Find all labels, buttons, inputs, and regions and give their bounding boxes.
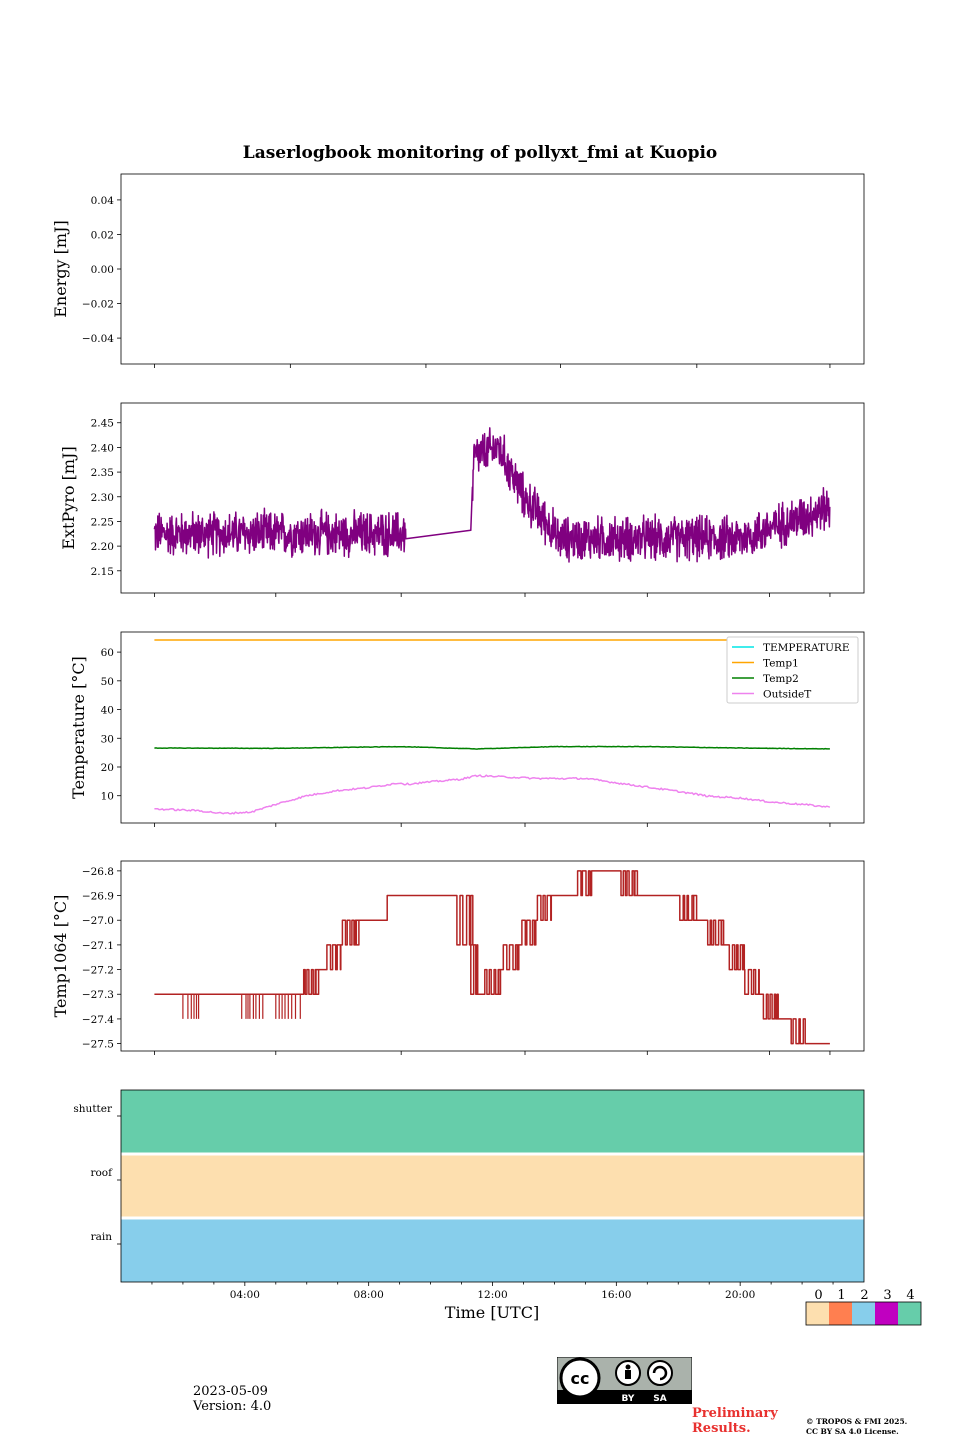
temperature-plot-area (154, 639, 831, 815)
status-row-roof (121, 1155, 864, 1217)
temperature-legend: TEMPERATURE Temp1 Temp2 OutsideT (726, 636, 859, 704)
colorbar-label-4: 4 (906, 1288, 914, 1303)
status-row-shutter (121, 1090, 864, 1153)
figure-title: Laserlogbook monitoring of pollyxt_fmi a… (243, 143, 718, 163)
copyright-line-1: © TROPOS & FMI 2025. (806, 1417, 908, 1426)
temp1064-ytick-label: −27.0 (82, 915, 114, 927)
extpyro-series-extpyro (153, 427, 831, 563)
preliminary-line-2: Results. (692, 1421, 751, 1436)
temperature-ytick-label: 40 (101, 705, 114, 717)
temp1064-ytick-label: −27.1 (82, 940, 114, 952)
energy-ylabel: Energy [mJ] (51, 220, 70, 318)
footer-date: 2023-05-09 (193, 1384, 268, 1399)
extpyro-plot-area (153, 427, 831, 563)
x-tick-label: 20:00 (725, 1289, 755, 1301)
extpyro-ytick-label: 2.25 (91, 516, 114, 528)
extpyro-ytick-label: 2.40 (91, 442, 114, 454)
footer-version: Version: 4.0 (193, 1399, 272, 1414)
colorbar-swatch-2 (852, 1302, 875, 1325)
extpyro-ylabel: ExtPyro [mJ] (59, 446, 78, 549)
extpyro-ytick-label: 2.35 (91, 467, 114, 479)
x-tick-label: 16:00 (601, 1289, 631, 1301)
temp1064-ytick-label: −27.3 (82, 989, 114, 1001)
temp1064-ytick-label: −27.5 (82, 1039, 114, 1051)
temperature-series-temp2 (154, 745, 830, 750)
temp1064-ylabel: Temp1064 [°C] (51, 895, 70, 1018)
energy-ytick-label: −0.04 (82, 333, 114, 345)
extpyro-frame (120, 402, 865, 594)
temp1064-plot-area (154, 870, 830, 1045)
legend-label-temperature: TEMPERATURE (763, 642, 850, 654)
colorbar-swatch-1 (829, 1302, 852, 1325)
temp1064-ytick-label: −26.8 (82, 866, 114, 878)
temp1064-flicker (182, 994, 301, 1019)
energy-ytick-label: −0.02 (82, 299, 114, 311)
temp1064-frame (120, 860, 865, 1052)
cc-sa-label: SA (653, 1394, 666, 1404)
legend-label-temp1: Temp1 (763, 658, 799, 670)
temp1064-series-temp1064 (154, 870, 830, 1045)
temperature-ytick-label: 60 (101, 647, 114, 659)
x-axis: 04:00 08:00 12:00 16:00 20:00 (151, 1282, 834, 1301)
colorbar-label-1: 1 (837, 1288, 845, 1303)
energy-ytick-label: 0.00 (91, 264, 114, 276)
temperature-frame (120, 631, 865, 824)
temp1064-ytick-label: −27.4 (82, 1014, 114, 1026)
footer-date-block: 2023-05-09 Version: 4.0 (193, 1384, 271, 1414)
temperature-ytick-label: 30 (101, 733, 114, 745)
colorbar-label-3: 3 (883, 1288, 891, 1303)
colorbar-swatch-0 (806, 1302, 829, 1325)
status-label-roof: roof (90, 1167, 113, 1179)
temperature-ytick-label: 10 (101, 791, 114, 803)
panels: 0.04 0.02 0.00 −0.02 −0.04 Energy [mJ] 2.15 2.2… (51, 173, 865, 1055)
extpyro-ytick-label: 2.15 (91, 566, 114, 578)
status-row-rain (121, 1219, 864, 1282)
extpyro-ytick-label: 2.45 (91, 418, 114, 430)
temp1064-ytick-label: −27.2 (82, 965, 114, 977)
copyright-note: © TROPOS & FMI 2025. CC BY SA 4.0 Licens… (806, 1417, 907, 1437)
energy-frame (120, 173, 865, 365)
status-label-rain: rain (91, 1231, 113, 1243)
colorbar-swatch-3 (875, 1302, 898, 1325)
legend-label-temp2: Temp2 (763, 673, 799, 685)
x-tick-label: 04:00 (230, 1289, 260, 1301)
svg-text:cc: cc (571, 1369, 590, 1388)
colorbar-label-0: 0 (814, 1288, 822, 1303)
temperature-ytick-label: 50 (101, 676, 114, 688)
colorbar-label-2: 2 (860, 1288, 868, 1303)
energy-panel: 0.04 0.02 0.00 −0.02 −0.04 Energy [mJ] (51, 173, 865, 368)
preliminary-line-1: Preliminary (692, 1406, 778, 1421)
x-tick-label: 12:00 (477, 1289, 507, 1301)
energy-ytick-label: 0.02 (91, 229, 114, 241)
temp1064-ytick-label: −26.9 (82, 891, 114, 903)
status-panel: shutter roof rain (73, 1089, 865, 1283)
x-tick-label: 08:00 (354, 1289, 384, 1301)
extpyro-ytick-label: 2.30 (91, 492, 114, 504)
legend-label-outsidet: OutsideT (763, 689, 811, 701)
extpyro-ytick-label: 2.20 (91, 541, 114, 553)
energy-ytick-label: 0.04 (91, 195, 115, 207)
x-axis-label: Time [UTC] (445, 1303, 539, 1322)
temp1064-panel: −26.8 −26.9 −27.0 −27.1 −27.2 −27.3 −27.4 −27.5… (51, 860, 865, 1055)
temperature-ylabel: Temperature [°C] (69, 656, 88, 799)
colorbar-frame (805, 1301, 922, 1326)
status-label-shutter: shutter (73, 1103, 113, 1115)
legend-box (726, 636, 859, 704)
cc-by-sa-logo: cc BY SA (556, 1356, 693, 1405)
extpyro-panel: 2.15 2.20 2.25 2.30 2.35 2.40 2.45 ExtPyro [mJ] (59, 402, 865, 597)
temperature-ytick-label: 20 (101, 762, 114, 774)
copyright-line-2: CC BY SA 4.0 License. (806, 1427, 899, 1436)
colorbar-swatch-4 (898, 1302, 921, 1325)
cc-by-label: BY (622, 1394, 635, 1404)
temperature-series-outsidet (154, 774, 831, 815)
preliminary-note: Preliminary Results. (692, 1406, 778, 1436)
